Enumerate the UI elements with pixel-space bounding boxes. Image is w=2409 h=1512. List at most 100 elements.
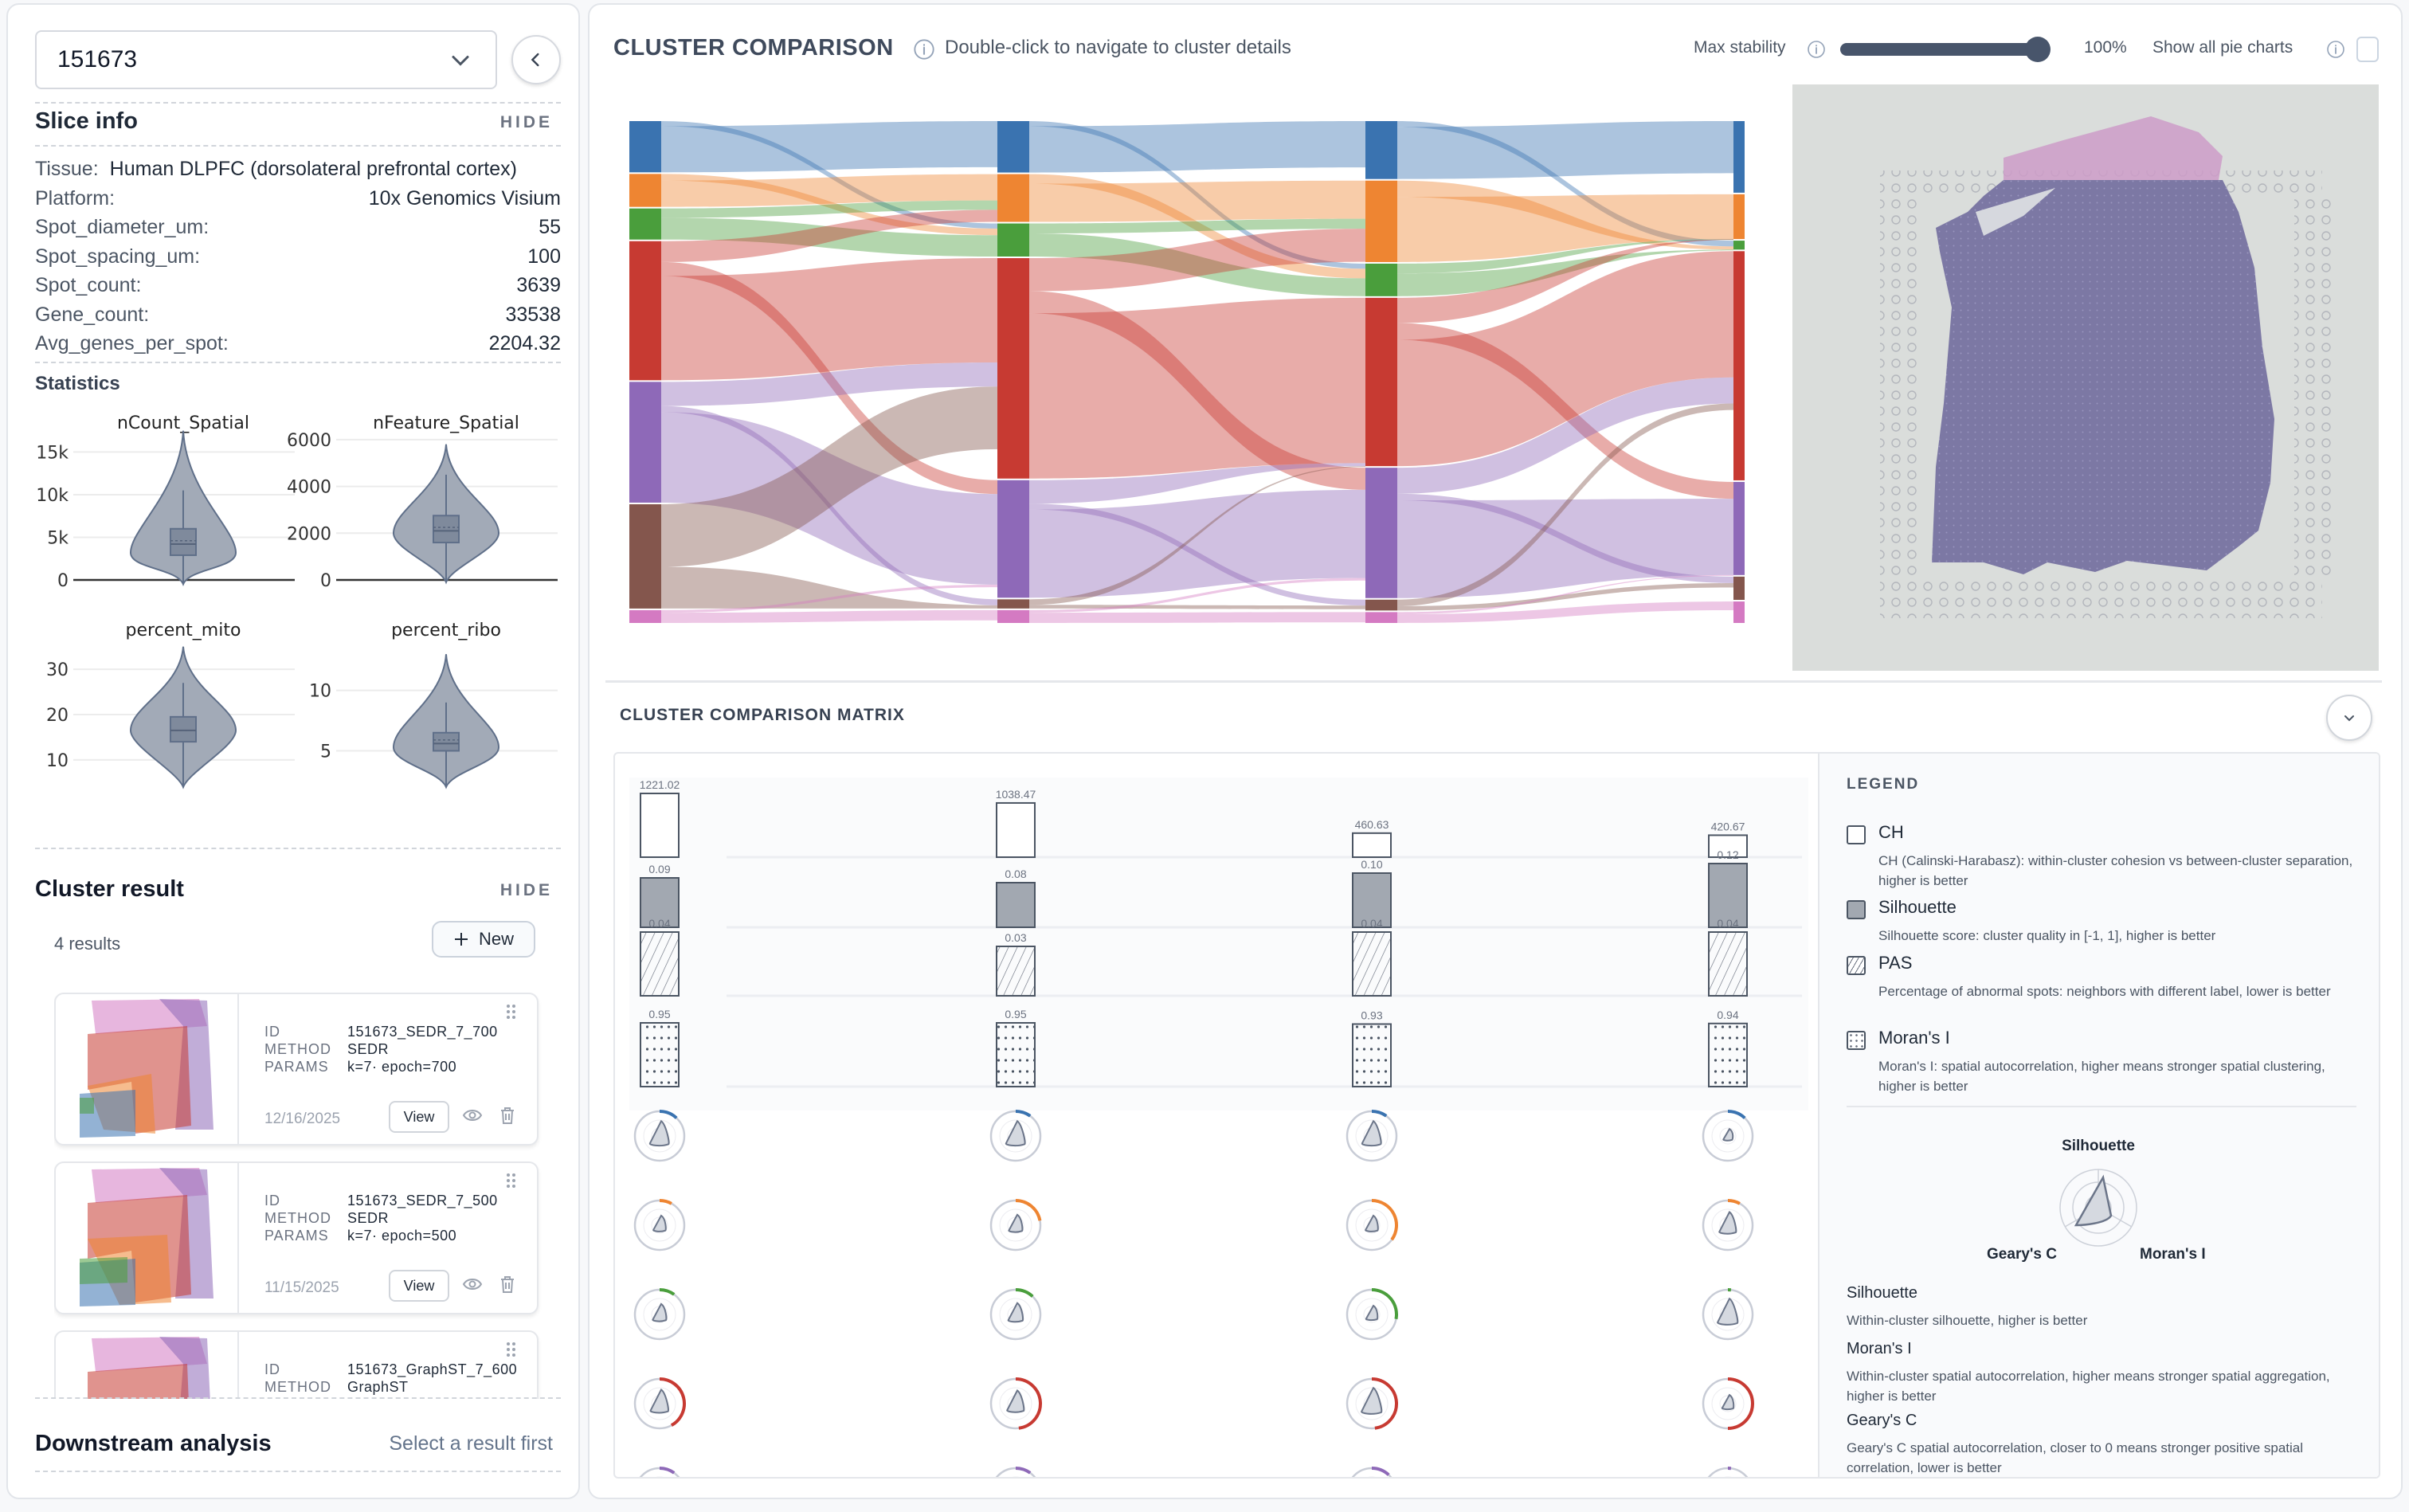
sankey-link[interactable]	[1397, 574, 1733, 615]
collapse-panel-button[interactable]	[511, 35, 561, 84]
matrix-collapse-button[interactable]	[2326, 695, 2372, 741]
sankey-link[interactable]	[661, 121, 997, 173]
sankey-link[interactable]	[1397, 249, 1733, 296]
cluster-radar-chart[interactable]	[989, 1110, 1042, 1162]
cluster-radar-chart[interactable]	[991, 1467, 1040, 1479]
eye-icon[interactable]	[462, 1107, 483, 1123]
sankey-node[interactable]	[1733, 121, 1745, 193]
sankey-link[interactable]	[661, 174, 997, 236]
metric-bar[interactable]	[1708, 1022, 1748, 1088]
metric-bar[interactable]	[996, 1022, 1036, 1087]
sankey-node[interactable]	[997, 480, 1029, 598]
cluster-radar-chart[interactable]	[1702, 1287, 1754, 1341]
sankey-link[interactable]	[661, 405, 997, 605]
show-pie-charts-checkbox[interactable]	[2356, 37, 2379, 62]
metric-bar[interactable]	[1708, 834, 1748, 858]
cluster-radar-chart[interactable]	[1347, 1467, 1396, 1479]
sankey-node[interactable]	[997, 121, 1029, 173]
drag-handle-icon[interactable]	[506, 1004, 517, 1020]
sankey-link[interactable]	[1029, 121, 1365, 173]
result-card[interactable]: ID 151673_GraphST_7_600 METHOD GraphST	[54, 1330, 539, 1399]
sankey-link[interactable]	[1029, 503, 1365, 606]
sankey-node[interactable]	[1365, 612, 1397, 623]
metric-bar[interactable]	[640, 877, 680, 928]
sankey-link[interactable]	[1029, 463, 1365, 504]
metric-bar[interactable]	[640, 1022, 680, 1087]
cluster-radar-chart[interactable]	[633, 1288, 686, 1341]
sankey-link[interactable]	[1397, 121, 1733, 179]
sankey-node[interactable]	[1365, 468, 1397, 598]
sankey-link[interactable]	[661, 200, 997, 218]
sankey-link[interactable]	[1397, 499, 1733, 598]
sankey-node[interactable]	[629, 503, 661, 609]
sankey-link[interactable]	[1029, 466, 1365, 605]
cluster-radar-chart[interactable]	[635, 1467, 684, 1479]
sankey-link[interactable]	[1029, 489, 1365, 598]
drag-handle-icon[interactable]	[506, 1342, 517, 1357]
sankey-node[interactable]	[997, 223, 1029, 257]
metric-bar-chart[interactable]: 1221.02 1038.47 460.63 420.67 0.09 0.08 0.10 0.…	[615, 754, 1818, 1479]
cluster-radar-chart[interactable]	[989, 1377, 1042, 1430]
sankey-node[interactable]	[629, 121, 661, 173]
sankey-node[interactable]	[1365, 599, 1397, 611]
sankey-link[interactable]	[1397, 239, 1733, 323]
cluster-radar-chart[interactable]	[1702, 1377, 1754, 1430]
sankey-link[interactable]	[1397, 403, 1733, 606]
sankey-link[interactable]	[1029, 233, 1365, 296]
sankey-link[interactable]	[661, 584, 997, 613]
cluster-radar-chart[interactable]	[633, 1199, 686, 1252]
new-result-button[interactable]: New	[432, 921, 535, 958]
results-list[interactable]: ID 151673_SEDR_7_700 METHOD SEDR PARAMS k=7· …	[54, 993, 545, 1399]
sankey-link[interactable]	[661, 217, 997, 257]
sankey-node[interactable]	[1365, 297, 1397, 467]
sankey-node[interactable]	[997, 174, 1029, 222]
sankey-node[interactable]	[1733, 194, 1745, 240]
sankey-node[interactable]	[629, 174, 661, 207]
metric-bar[interactable]	[1352, 872, 1392, 928]
sankey-link[interactable]	[661, 174, 997, 207]
cluster-radar-chart[interactable]	[1702, 1199, 1754, 1252]
sankey-link[interactable]	[1029, 174, 1365, 279]
trash-icon[interactable]	[499, 1275, 516, 1294]
slice-info-hide-button[interactable]: HIDE	[499, 113, 553, 131]
cluster-radar-chart[interactable]	[633, 1110, 686, 1162]
cluster-radar-chart[interactable]	[1346, 1288, 1398, 1341]
sankey-link[interactable]	[661, 386, 997, 567]
sankey-link[interactable]	[1029, 297, 1365, 479]
cluster-radar-chart[interactable]	[1703, 1466, 1753, 1479]
sankey-link[interactable]	[1397, 194, 1733, 262]
metric-bar[interactable]	[1352, 1023, 1392, 1087]
sankey-link[interactable]	[1029, 229, 1365, 292]
sankey-link[interactable]	[1397, 239, 1733, 274]
metric-bar[interactable]	[1708, 931, 1748, 997]
sankey-link[interactable]	[1397, 377, 1733, 494]
sankey-node[interactable]	[1365, 263, 1397, 296]
sankey-link[interactable]	[1397, 493, 1733, 583]
sankey-link[interactable]	[661, 362, 997, 406]
sankey-node[interactable]	[997, 609, 1029, 623]
sankey-link[interactable]	[1029, 291, 1365, 490]
sankey-link[interactable]	[661, 261, 997, 495]
sankey-link[interactable]	[1397, 582, 1733, 611]
sankey-link[interactable]	[1029, 612, 1365, 623]
metric-bar[interactable]	[996, 882, 1036, 928]
sankey-node[interactable]	[1733, 601, 1745, 623]
sankey-link[interactable]	[661, 412, 997, 585]
sankey-node[interactable]	[629, 208, 661, 240]
sankey-link[interactable]	[1397, 601, 1733, 623]
metric-bar[interactable]	[640, 931, 680, 997]
cluster-radar-chart[interactable]	[1702, 1110, 1754, 1162]
sankey-link[interactable]	[661, 258, 997, 381]
sankey-link[interactable]	[1029, 578, 1365, 613]
view-result-button[interactable]: View	[389, 1101, 449, 1133]
info-icon[interactable]	[1807, 40, 1826, 59]
sankey-link[interactable]	[1397, 121, 1733, 247]
drag-handle-icon[interactable]	[506, 1173, 517, 1189]
result-card[interactable]: ID 151673_SEDR_7_500 METHOD SEDR PARAMS k=7· …	[54, 1161, 539, 1314]
cluster-radar-chart[interactable]	[989, 1288, 1042, 1341]
sankey-link[interactable]	[1029, 218, 1365, 233]
sankey-link[interactable]	[1397, 323, 1733, 499]
slider-thumb[interactable]	[2025, 37, 2051, 62]
sankey-link[interactable]	[661, 609, 997, 623]
view-result-button[interactable]: View	[389, 1270, 449, 1302]
